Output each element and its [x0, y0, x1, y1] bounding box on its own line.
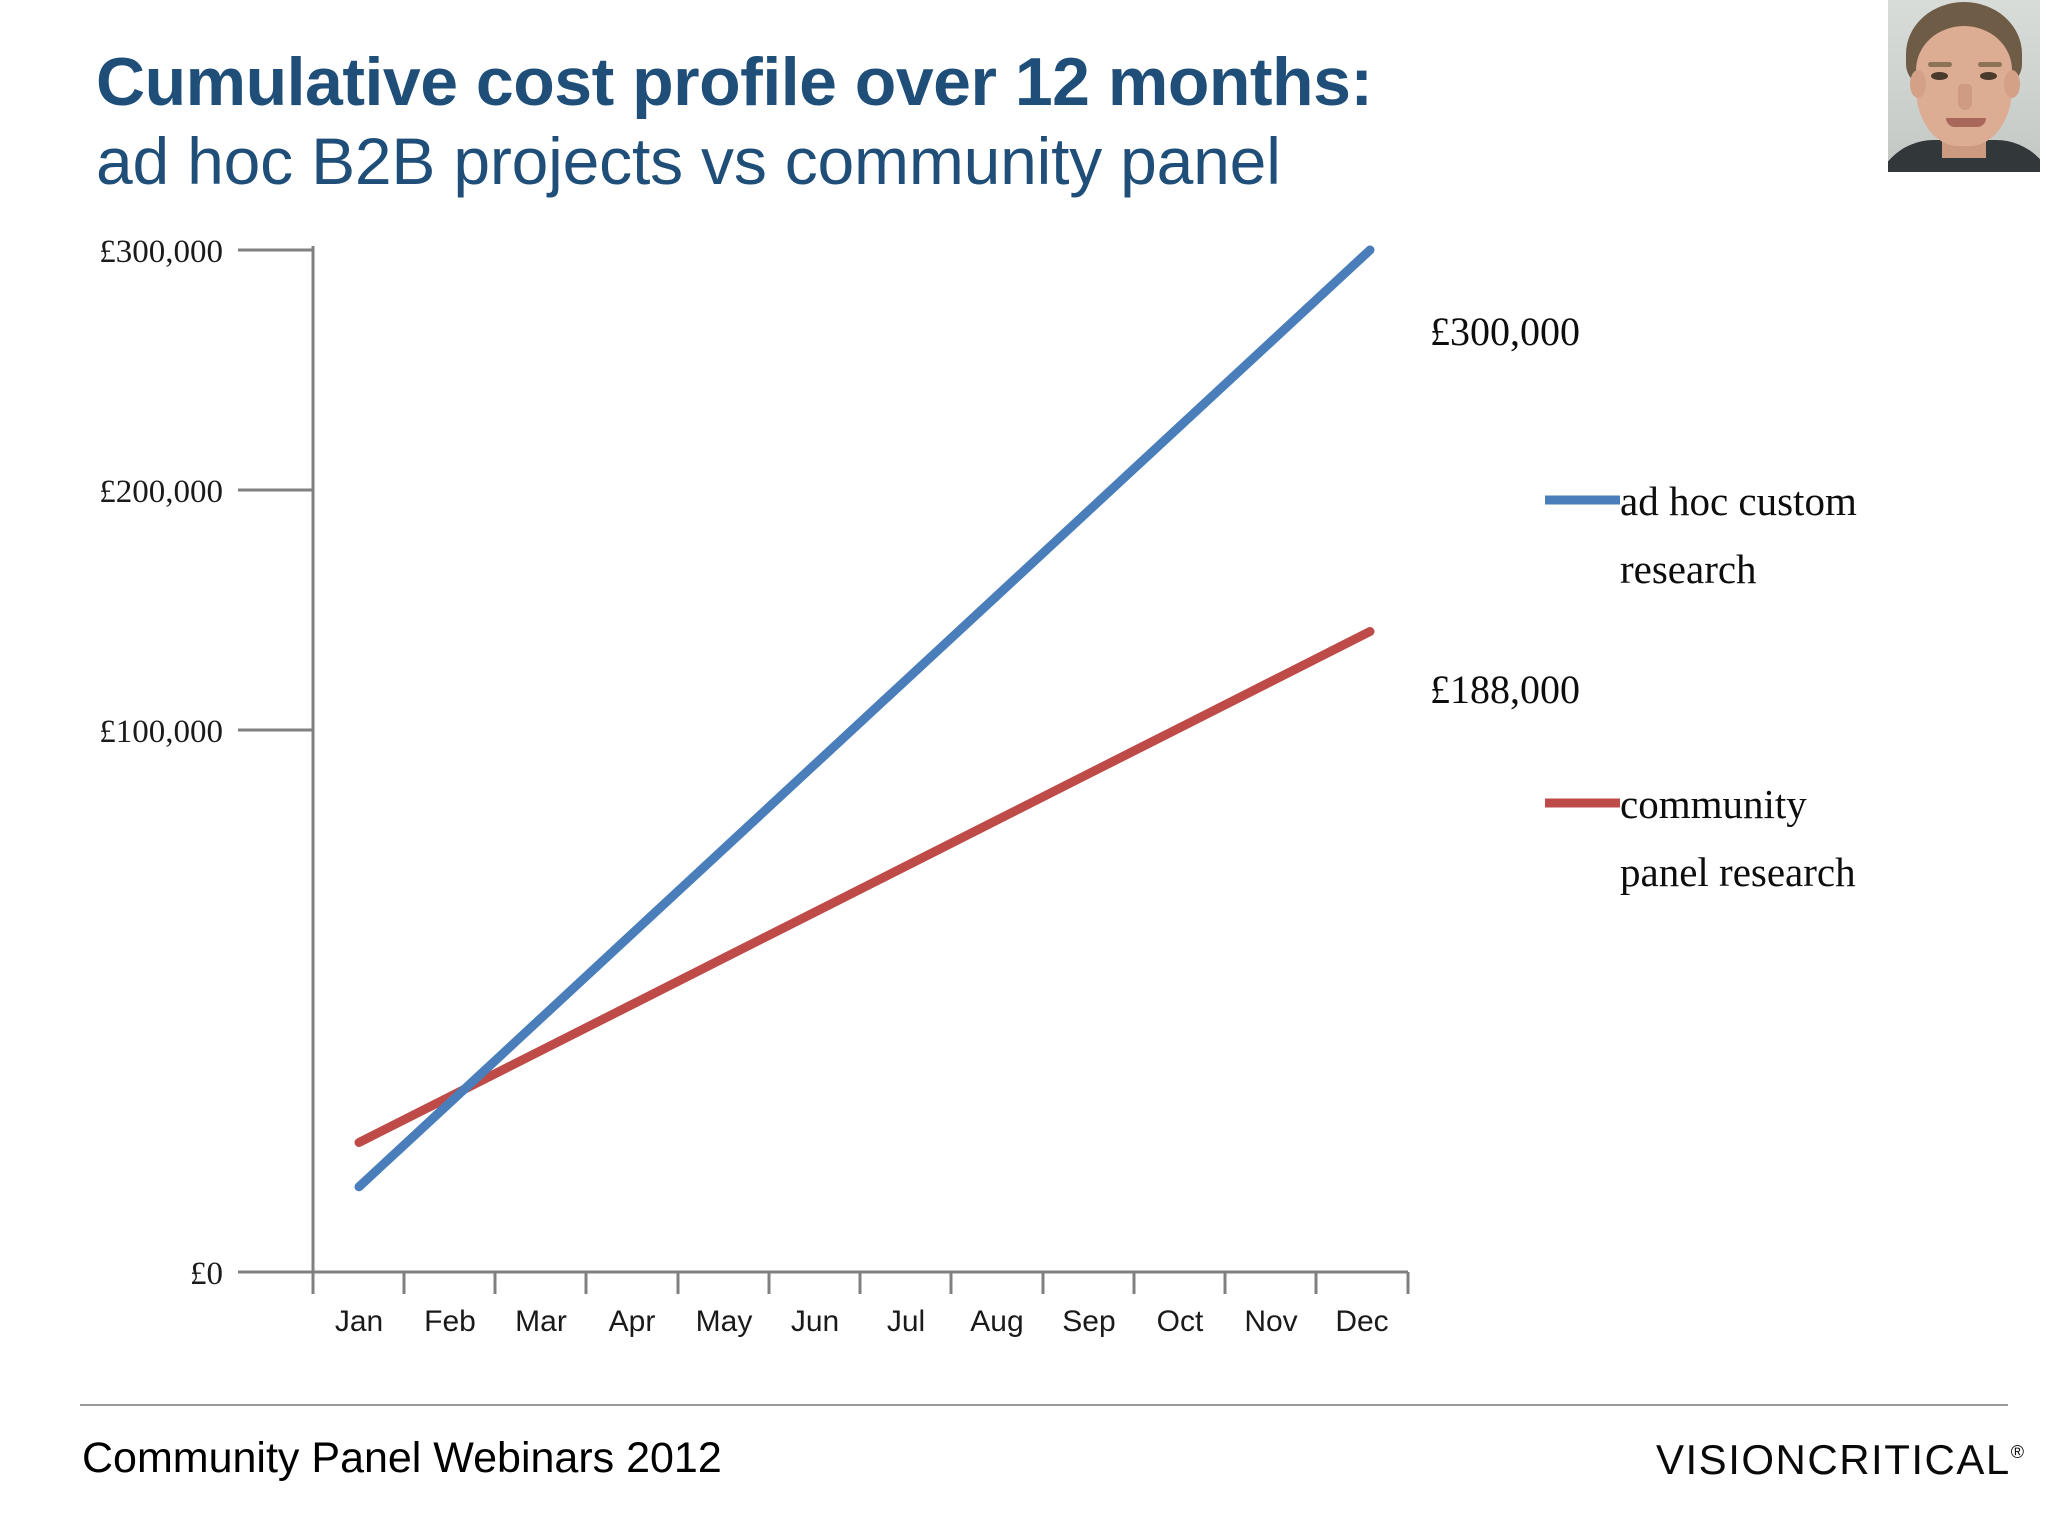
x-axis-tick-label: Mar: [515, 1305, 567, 1338]
callout-blue-end-value: £300,000: [1430, 309, 1580, 354]
x-axis-tick-label: Jan: [335, 1305, 383, 1338]
x-axis: [259, 1270, 1410, 1294]
callout-red-end-value: £188,000: [1430, 667, 1580, 712]
title-line-2: ad hoc B2B projects vs community panel: [96, 124, 1281, 198]
registered-trademark-icon: ®: [2010, 1442, 2024, 1462]
y-axis-tick-labels: £300,000 £200,000 £100,000 £0: [99, 234, 223, 1292]
y-axis: [238, 246, 315, 1274]
title-line-1: Cumulative cost profile over 12 months:: [96, 44, 1373, 120]
presenter-eye-left: [1931, 72, 1948, 80]
footer-caption: Community Panel Webinars 2012: [82, 1434, 722, 1482]
x-axis-tick-label: Apr: [609, 1305, 656, 1338]
y-axis-tick-label: £200,000: [99, 474, 223, 510]
presenter-eyebrow-right: [1978, 62, 2002, 67]
x-axis-tick-labels: Jan Feb Mar Apr May Jun Jul Aug Sep Oct …: [335, 1305, 1389, 1338]
series-line-ad-hoc-custom-research: [354, 245, 1375, 1192]
y-axis-tick-label: £100,000: [99, 714, 223, 750]
line-chart: £300,000 £200,000 £100,000 £0 Jan Feb Ma…: [99, 234, 1857, 1338]
brand-logo: VISIONCRITICAL®: [1656, 1436, 2024, 1484]
x-axis-tick-label: Jun: [791, 1305, 839, 1338]
brand-logo-text: VISIONCRITICAL: [1656, 1436, 2011, 1483]
legend-label-line1: ad hoc custom: [1620, 478, 1857, 524]
legend-label-line1: community: [1620, 781, 1807, 827]
presenter-mouth: [1946, 118, 1986, 127]
x-axis-tick-label: Nov: [1244, 1305, 1297, 1338]
legend-item-community-panel-research[interactable]: community panel research: [1545, 781, 1856, 895]
page-title: Cumulative cost profile over 12 months: …: [96, 42, 1886, 200]
footer-divider: [80, 1404, 2008, 1406]
legend-item-ad-hoc-custom-research[interactable]: ad hoc custom research: [1545, 478, 1857, 592]
presenter-ear-left: [1910, 70, 1926, 98]
x-axis-tick-label: Dec: [1335, 1305, 1388, 1338]
legend-label-line2: research: [1620, 546, 1757, 592]
y-axis-tick-label: £300,000: [99, 234, 223, 270]
presenter-ear-right: [2004, 70, 2020, 98]
presenter-nose: [1958, 84, 1972, 110]
legend-label-line2: panel research: [1620, 849, 1856, 895]
x-axis-tick-label: Jul: [887, 1305, 925, 1338]
y-axis-tick-label: £0: [190, 1256, 223, 1292]
series-line-community-panel-research: [354, 627, 1375, 1147]
presenter-video-thumbnail[interactable]: [1888, 0, 2040, 172]
presenter-eye-right: [1980, 72, 1997, 80]
x-axis-tick-label: Sep: [1062, 1305, 1115, 1338]
x-axis-tick-label: Feb: [424, 1305, 476, 1338]
x-axis-tick-label: Oct: [1157, 1305, 1204, 1338]
presenter-eyebrow-left: [1928, 62, 1952, 67]
x-axis-tick-label: May: [696, 1305, 753, 1338]
x-axis-tick-label: Aug: [970, 1305, 1023, 1338]
